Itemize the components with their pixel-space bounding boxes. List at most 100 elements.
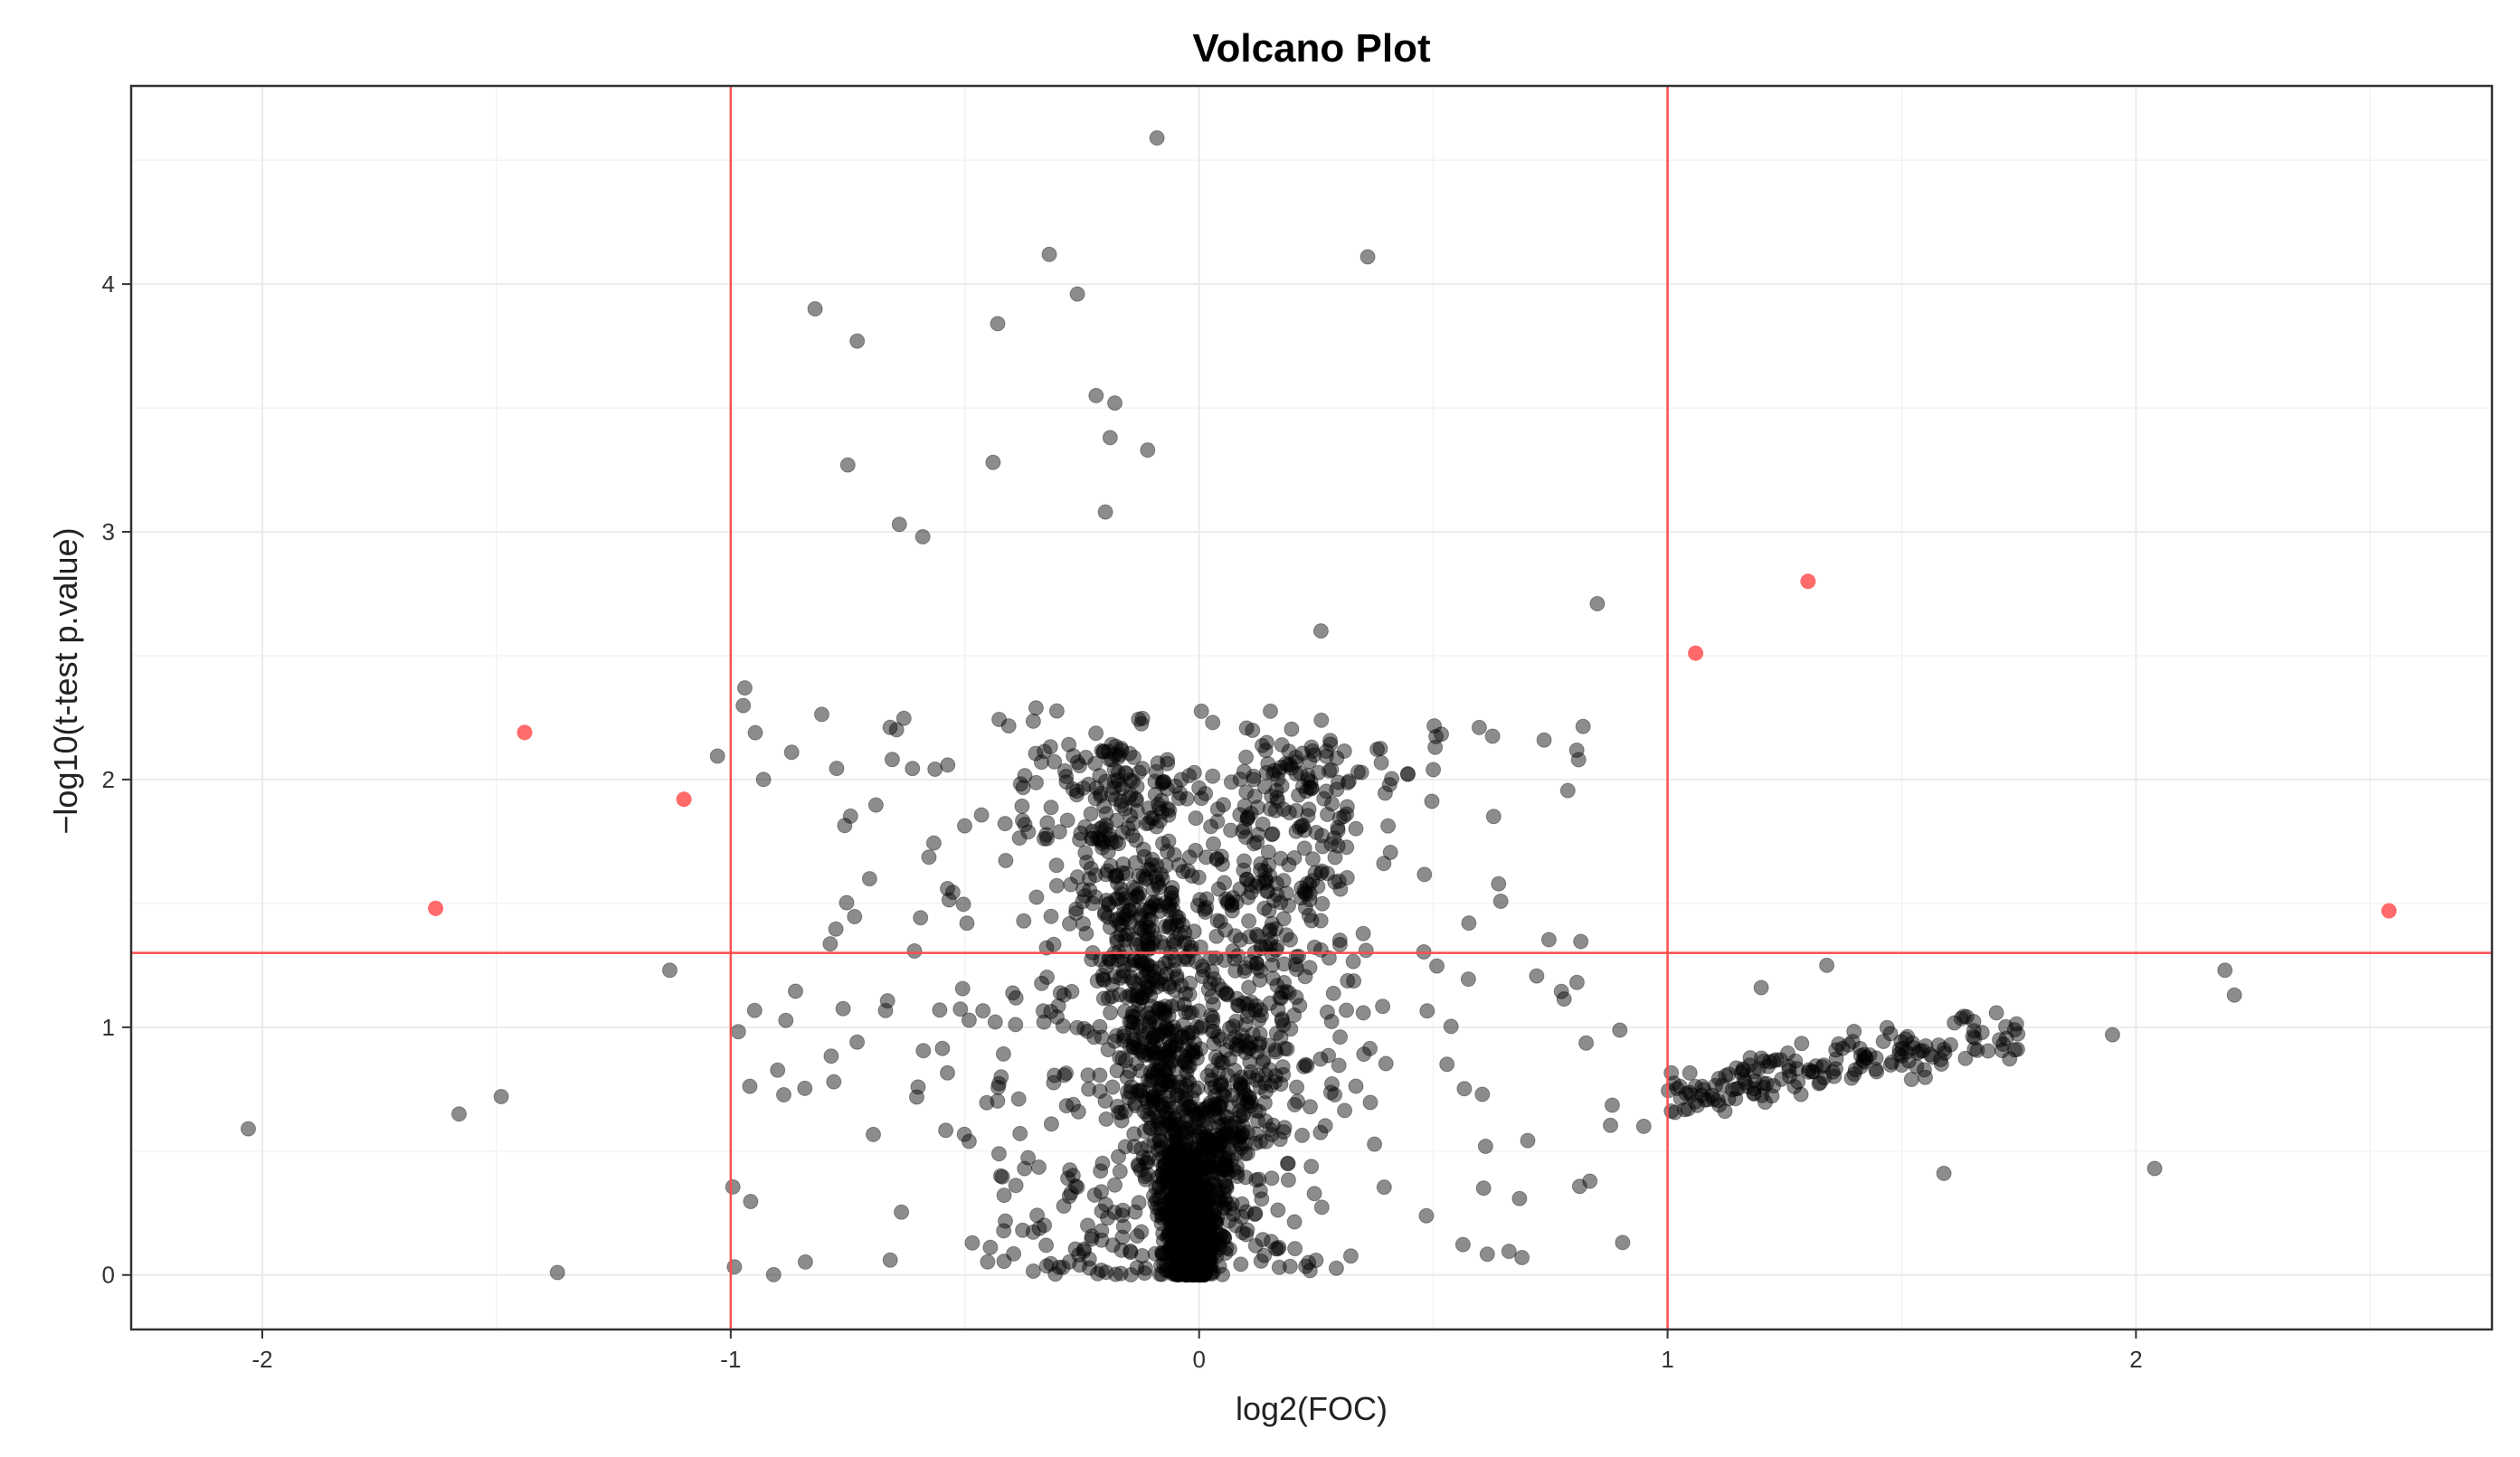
data-point xyxy=(1170,1206,1186,1222)
data-point xyxy=(1214,1161,1229,1178)
data-point xyxy=(1200,1241,1217,1257)
data-point xyxy=(1260,844,1276,860)
data-point xyxy=(1475,1180,1492,1197)
data-point xyxy=(1092,1067,1108,1083)
data-point xyxy=(1158,1163,1174,1179)
data-point xyxy=(1145,1031,1161,1046)
data-point xyxy=(1198,1128,1215,1144)
data-point xyxy=(1219,1125,1236,1140)
data-point xyxy=(1184,1263,1199,1279)
data-point xyxy=(1212,1097,1228,1113)
data-point xyxy=(1100,844,1116,860)
data-point xyxy=(1211,1144,1227,1160)
data-point xyxy=(1176,1245,1192,1262)
data-point xyxy=(1165,1216,1181,1233)
y-tick-label: 0 xyxy=(102,1262,115,1289)
data-point xyxy=(1125,988,1142,1004)
data-point xyxy=(1164,893,1180,909)
data-point xyxy=(838,894,855,911)
data-point xyxy=(1197,1197,1213,1214)
data-point xyxy=(1217,1088,1233,1104)
data-point xyxy=(1198,1235,1214,1251)
data-point xyxy=(1177,1210,1192,1226)
data-point xyxy=(1148,894,1164,911)
data-point xyxy=(1204,1150,1220,1167)
data-point xyxy=(1287,1241,1303,1257)
significant-point xyxy=(428,900,444,916)
data-point xyxy=(1170,1253,1186,1269)
data-point xyxy=(1171,1266,1188,1282)
data-point xyxy=(822,936,838,952)
data-point xyxy=(1925,1049,1941,1065)
data-point xyxy=(1183,1244,1199,1260)
data-point xyxy=(1154,776,1170,791)
data-point xyxy=(1182,1228,1198,1244)
data-point xyxy=(1201,1220,1217,1236)
data-point xyxy=(1215,1162,1231,1178)
data-point xyxy=(1257,1075,1274,1092)
data-point xyxy=(1180,1218,1197,1235)
data-point xyxy=(952,1001,969,1017)
data-point xyxy=(1222,1020,1237,1036)
data-point xyxy=(1142,1101,1158,1117)
data-point xyxy=(1076,1020,1093,1036)
data-point xyxy=(1035,1003,1051,1019)
data-point xyxy=(1084,1228,1100,1244)
data-point xyxy=(1263,703,1278,719)
data-point xyxy=(1169,1197,1185,1214)
data-point xyxy=(1236,1105,1252,1121)
data-point xyxy=(1298,1258,1314,1274)
data-point xyxy=(1118,906,1134,922)
data-point xyxy=(1195,1259,1210,1275)
data-point xyxy=(1207,1214,1223,1229)
data-point xyxy=(1282,757,1298,773)
data-point xyxy=(1708,1077,1723,1093)
data-point xyxy=(1193,1191,1209,1207)
data-point xyxy=(1293,880,1310,896)
data-point xyxy=(1208,1212,1224,1228)
data-point xyxy=(1161,1166,1178,1182)
data-point xyxy=(1477,1139,1493,1154)
data-point xyxy=(1134,989,1151,1006)
data-point xyxy=(1190,1248,1206,1263)
data-point xyxy=(776,1087,791,1102)
data-point xyxy=(1165,1160,1181,1177)
data-point xyxy=(1174,1254,1189,1271)
data-point xyxy=(1177,1203,1193,1219)
data-point xyxy=(1165,1250,1181,1266)
data-point xyxy=(973,807,990,823)
data-point xyxy=(1197,1205,1213,1221)
data-point xyxy=(1185,1102,1201,1119)
data-point xyxy=(1117,764,1133,781)
data-point xyxy=(1182,1197,1198,1214)
data-point xyxy=(1203,1250,1219,1266)
data-point xyxy=(1154,1078,1170,1094)
data-point xyxy=(1947,1015,1963,1031)
data-point xyxy=(1356,1046,1372,1063)
data-point xyxy=(1202,1250,1218,1266)
data-point xyxy=(1179,1200,1195,1216)
data-point xyxy=(1283,932,1298,948)
data-point xyxy=(1186,1083,1202,1099)
data-point xyxy=(1194,1017,1210,1034)
data-point xyxy=(1181,1150,1198,1165)
data-point xyxy=(1193,1104,1209,1121)
data-point xyxy=(1163,1195,1179,1211)
data-point xyxy=(1208,1237,1224,1253)
data-point xyxy=(1155,1045,1171,1062)
data-point xyxy=(1195,1261,1211,1277)
data-point xyxy=(1169,917,1185,933)
data-point xyxy=(1092,832,1108,848)
data-point xyxy=(1189,1245,1205,1261)
data-point xyxy=(1160,1051,1176,1067)
data-point xyxy=(1264,915,1280,932)
data-point xyxy=(1017,1160,1033,1177)
data-point xyxy=(1155,1206,1171,1222)
data-point xyxy=(1186,1251,1202,1267)
data-point xyxy=(1087,867,1104,884)
data-point xyxy=(1157,1004,1173,1020)
data-point xyxy=(1474,1086,1491,1102)
data-point xyxy=(1186,923,1202,940)
data-point xyxy=(1189,1050,1205,1066)
